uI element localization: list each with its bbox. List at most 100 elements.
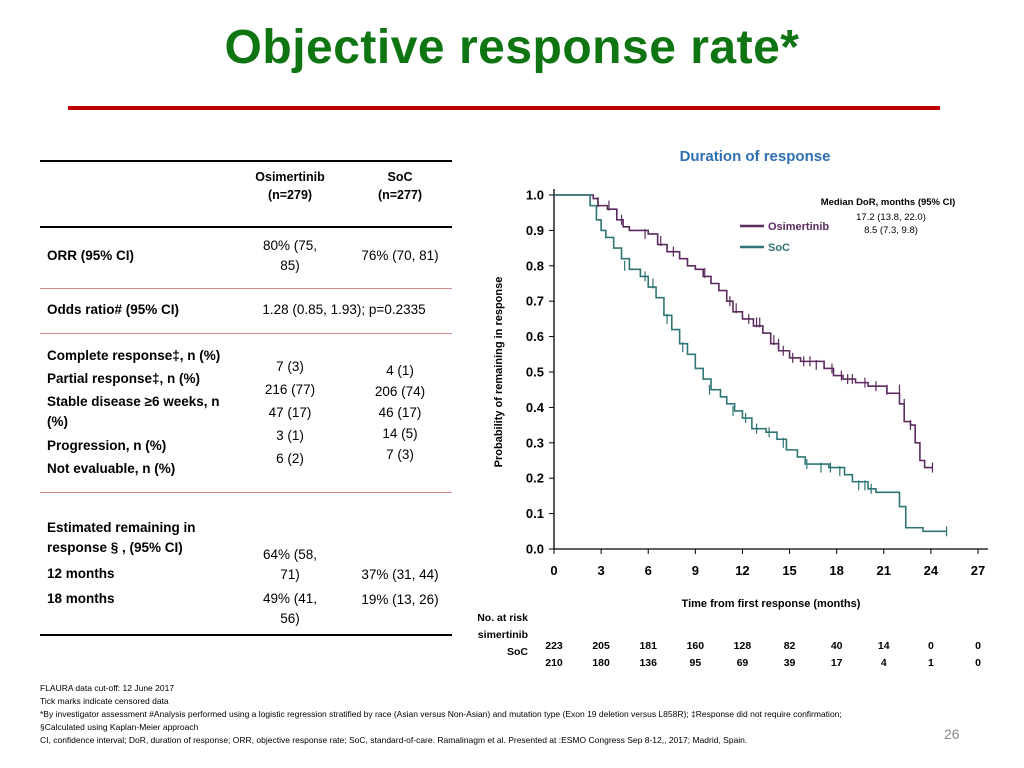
partial-response-label: Partial response‡, n (%) bbox=[47, 371, 201, 386]
remaining-12m-label: 12 months bbox=[47, 566, 115, 581]
complete-response-osi: 7 (3) bbox=[276, 359, 304, 374]
stable-disease-label: Stable disease ≥6 weeks, n (%) bbox=[47, 394, 220, 429]
footnote: FLAURA data cut-off: 12 June 2017 bbox=[40, 683, 175, 693]
row-rule bbox=[40, 288, 452, 289]
at-risk-value: 223 bbox=[545, 640, 563, 652]
legend-title: Median DoR, months (95% CI) bbox=[821, 197, 956, 208]
complete-response-label: Complete response‡, n (%) bbox=[47, 348, 221, 363]
at-risk-value: 128 bbox=[734, 640, 752, 652]
remaining-18m-soc: 19% (13, 26) bbox=[361, 592, 439, 607]
y-tick-label: 0.2 bbox=[526, 471, 544, 486]
at-risk-row-label: SoC bbox=[507, 646, 528, 658]
at-risk-value: 160 bbox=[687, 640, 705, 652]
at-risk-value: 0 bbox=[975, 657, 981, 669]
best-response-osimertinib: 7 (3) 216 (77) 47 (17) 3 (1) 6 (2) bbox=[236, 355, 344, 470]
page-title: Objective response rate* bbox=[224, 21, 800, 74]
row-rule bbox=[40, 492, 452, 493]
stable-disease-osi: 47 (17) bbox=[268, 405, 312, 420]
not-evaluable-label: Not evaluable, n (%) bbox=[47, 461, 176, 476]
remaining-label: Estimated remaining in response § , (95%… bbox=[47, 520, 196, 555]
y-tick-label: 0.5 bbox=[526, 365, 544, 380]
best-response-labels: Complete response‡, n (%) Partial respon… bbox=[47, 344, 242, 480]
y-tick-label: 0.9 bbox=[526, 223, 544, 238]
x-axis-label: Time from first response (months) bbox=[682, 598, 861, 610]
y-tick-label: 0.4 bbox=[526, 400, 545, 415]
y-tick-label: 0.7 bbox=[526, 294, 544, 309]
x-tick-label: 18 bbox=[829, 563, 843, 578]
legend-median-soc: 8.5 (7.3, 9.8) bbox=[864, 225, 918, 236]
title-underline bbox=[68, 106, 940, 110]
at-risk-value: 40 bbox=[831, 640, 843, 652]
y-axis-label: Probability of remaining in response bbox=[493, 277, 505, 468]
partial-response-soc: 206 (74) bbox=[374, 384, 426, 399]
header-soc: SoC (n=277) bbox=[377, 170, 423, 202]
orr-osimertinib: 80% (75, 85) bbox=[262, 238, 318, 273]
km-chart: 0.00.10.20.30.40.50.60.70.80.91.00 3 6 9 12 1… bbox=[478, 188, 988, 669]
y-tick-label: 0.3 bbox=[526, 435, 544, 450]
at-risk-value: 1 bbox=[928, 657, 934, 669]
at-risk-row-label: Osimertinib bbox=[478, 629, 528, 641]
at-risk-value: 14 bbox=[878, 640, 890, 652]
x-tick-label: 12 bbox=[735, 563, 749, 578]
complete-response-soc: 4 (1) bbox=[386, 363, 414, 378]
y-tick-label: 0.0 bbox=[526, 542, 544, 557]
x-tick-label: 3 bbox=[597, 563, 604, 578]
progression-label: Progression, n (%) bbox=[47, 438, 167, 453]
at-risk-title: No. at risk bbox=[478, 612, 528, 624]
legend-label-osimertinib: Osimertinib bbox=[768, 221, 829, 233]
series-line-soc bbox=[554, 194, 947, 533]
x-tick-label: 0 bbox=[550, 563, 557, 578]
table-bottom-rule bbox=[40, 634, 452, 636]
y-tick-label: 1.0 bbox=[526, 188, 544, 203]
series-line-osimertinib bbox=[554, 194, 933, 469]
x-tick-label: 15 bbox=[782, 563, 796, 578]
at-risk-value: 0 bbox=[928, 640, 934, 652]
at-risk-value: 136 bbox=[639, 657, 657, 669]
odds-value: 1.28 (0.85, 1.93); p=0.2335 bbox=[262, 302, 426, 317]
chart-title: Duration of response bbox=[679, 148, 831, 165]
at-risk-value: 4 bbox=[881, 657, 887, 669]
header-osimertinib: Osimertinib (n=279) bbox=[255, 170, 325, 202]
footnote: *By investigator assessment #Analysis pe… bbox=[40, 709, 842, 719]
not-evaluable-osi: 6 (2) bbox=[276, 451, 304, 466]
at-risk-value: 39 bbox=[784, 657, 796, 669]
stable-disease-soc: 46 (17) bbox=[378, 405, 422, 420]
not-evaluable-soc: 7 (3) bbox=[386, 447, 414, 462]
x-tick-label: 21 bbox=[877, 563, 891, 578]
header-rule bbox=[40, 226, 452, 228]
progression-soc: 14 (5) bbox=[382, 426, 418, 441]
remaining-12m-osi: 64% (58, 71) bbox=[262, 547, 318, 582]
orr-soc: 76% (70, 81) bbox=[361, 248, 439, 263]
partial-response-osi: 216 (77) bbox=[264, 382, 316, 397]
at-risk-value: 69 bbox=[737, 657, 749, 669]
y-tick-label: 0.6 bbox=[526, 329, 544, 344]
at-risk-value: 82 bbox=[784, 640, 796, 652]
at-risk-value: 95 bbox=[689, 657, 701, 669]
table-top-rule bbox=[40, 160, 452, 162]
at-risk-value: 205 bbox=[592, 640, 610, 652]
footnote: Tick marks indicate censored data bbox=[40, 696, 169, 706]
at-risk-value: 0 bbox=[975, 640, 981, 652]
footnotes: FLAURA data cut-off: 12 June 2017 Tick m… bbox=[40, 682, 842, 747]
x-tick-label: 27 bbox=[971, 563, 985, 578]
x-tick-label: 6 bbox=[645, 563, 652, 578]
remaining-12m-soc: 37% (31, 44) bbox=[361, 567, 439, 582]
at-risk-value: 210 bbox=[545, 657, 563, 669]
footnote: §Calculated using Kaplan-Meier approach bbox=[40, 722, 199, 732]
y-tick-label: 0.8 bbox=[526, 258, 544, 273]
remaining-18m-label: 18 months bbox=[47, 591, 115, 606]
footnote: CI, confidence interval; DoR, duration o… bbox=[40, 735, 748, 745]
x-tick-label: 9 bbox=[692, 563, 699, 578]
odds-label: Odds ratio# (95% CI) bbox=[47, 302, 180, 317]
progression-osi: 3 (1) bbox=[276, 428, 304, 443]
legend-median-osimertinib: 17.2 (13.8, 22.0) bbox=[856, 212, 926, 223]
legend-label-soc: SoC bbox=[768, 242, 790, 254]
row-rule bbox=[40, 333, 452, 334]
best-response-soc: 4 (1) 206 (74) 46 (17) 14 (5) 7 (3) bbox=[346, 360, 454, 465]
at-risk-value: 181 bbox=[639, 640, 657, 652]
x-tick-label: 24 bbox=[924, 563, 939, 578]
at-risk-value: 180 bbox=[592, 657, 610, 669]
y-tick-label: 0.1 bbox=[526, 506, 544, 521]
remaining-18m-osi: 49% (41, 56) bbox=[262, 591, 318, 626]
orr-label: ORR (95% CI) bbox=[47, 248, 135, 263]
